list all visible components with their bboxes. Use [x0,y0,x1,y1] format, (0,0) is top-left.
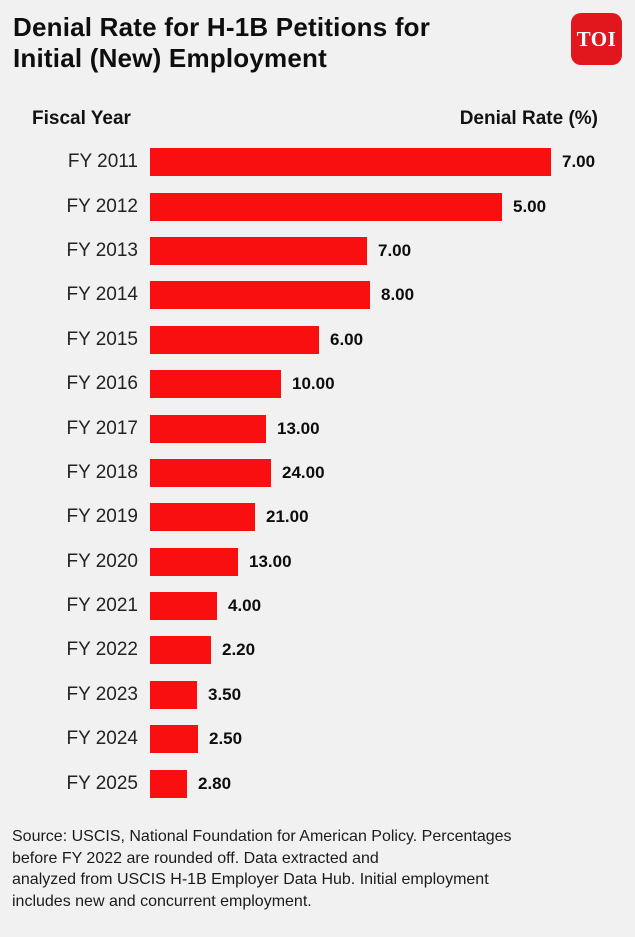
denial-rate-bar [150,636,211,665]
source-note-line2: before FY 2022 are rounded off. Data ext… [12,849,379,867]
page-title-line1: Denial Rate for H-1B Petitions for [13,12,431,42]
denial-rate-bar [150,281,370,310]
fiscal-year-label: FY 2021 [66,595,138,617]
toi-logo: TOI [571,13,622,65]
chart-row: FY 2011 7.00 [0,140,635,184]
denial-rate-bar [150,414,266,443]
denial-rate-bar [150,370,281,399]
fiscal-year-label: FY 2019 [66,506,138,528]
denial-rate-bar [150,458,271,487]
denial-rate-bar [150,547,238,576]
denial-rate-value: 5.00 [513,196,547,216]
chart-row: FY 2021 4.00 [0,584,635,628]
fiscal-year-label: FY 2018 [66,461,138,483]
chart-row: FY 2015 6.00 [0,318,635,362]
denial-rate-value: 4.00 [228,596,262,616]
chart-row: FY 2019 21.00 [0,495,635,539]
source-note-line4: includes new and concurrent employment. [12,892,312,910]
fiscal-year-label: FY 2016 [66,373,138,395]
denial-rate-bar [150,192,502,221]
denial-rate-bar [150,236,367,265]
column-header-fiscal-year: Fiscal Year [32,108,131,129]
denial-rate-value: 2.80 [198,773,232,793]
denial-rate-bar [150,680,197,709]
chart-row: FY 2018 24.00 [0,451,635,495]
denial-rate-bar [150,725,198,754]
fiscal-year-label: FY 2022 [66,639,138,661]
chart-row: FY 2014 8.00 [0,273,635,317]
bar-chart-rows: FY 2011 7.00 FY 2012 5.00 FY 2013 7.00 F… [0,140,635,806]
toi-logo-text: TOI [576,26,617,51]
page-title-line2: Initial (New) Employment [13,43,327,73]
fiscal-year-label: FY 2023 [66,683,138,705]
denial-rate-bar [150,592,217,621]
denial-rate-value: 13.00 [277,418,320,438]
source-note-line3: analyzed from USCIS H-1B Employer Data H… [12,871,489,888]
denial-rate-value: 2.20 [222,640,256,660]
chart-row: FY 2022 2.20 [0,628,635,672]
fiscal-year-label: FY 2015 [66,328,138,350]
denial-rate-value: 7.00 [562,152,596,172]
fiscal-year-label: FY 2024 [66,728,138,750]
chart-row: FY 2025 2.80 [0,761,635,805]
fiscal-year-label: FY 2014 [66,284,138,306]
chart-row: FY 2017 13.00 [0,406,635,450]
denial-rate-value: 8.00 [381,285,415,305]
fiscal-year-label: FY 2020 [66,550,138,572]
denial-rate-value: 24.00 [282,462,325,482]
chart-row: FY 2023 3.50 [0,673,635,717]
source-note-line1: Source: USCIS, National Foundation for A… [12,828,512,845]
denial-rate-value: 6.00 [330,329,364,349]
column-header-denial-rate: Denial Rate (%) [459,108,598,129]
denial-rate-bar [150,503,255,532]
fiscal-year-label: FY 2011 [67,151,138,173]
chart-row: FY 2016 10.00 [0,362,635,406]
denial-rate-value: 7.00 [378,240,412,260]
source-note: Source: USCIS, National Foundation for A… [12,826,622,912]
denial-rate-bar [150,325,319,354]
page-title: Denial Rate for H-1B Petitions for Initi… [13,12,553,74]
denial-rate-value: 10.00 [292,374,335,394]
chart-row: FY 2013 7.00 [0,229,635,273]
denial-rate-bar [150,148,551,177]
chart-row: FY 2024 2.50 [0,717,635,761]
denial-rate-value: 21.00 [266,507,309,527]
fiscal-year-label: FY 2017 [66,417,138,439]
chart-row: FY 2012 5.00 [0,184,635,228]
denial-rate-value: 2.50 [209,729,243,749]
denial-rate-value: 13.00 [249,551,292,571]
denial-rate-value: 3.50 [208,684,242,704]
fiscal-year-label: FY 2013 [66,239,138,261]
fiscal-year-label: FY 2025 [66,772,138,794]
denial-rate-bar [150,769,187,798]
fiscal-year-label: FY 2012 [66,195,138,217]
chart-row: FY 2020 13.00 [0,540,635,584]
